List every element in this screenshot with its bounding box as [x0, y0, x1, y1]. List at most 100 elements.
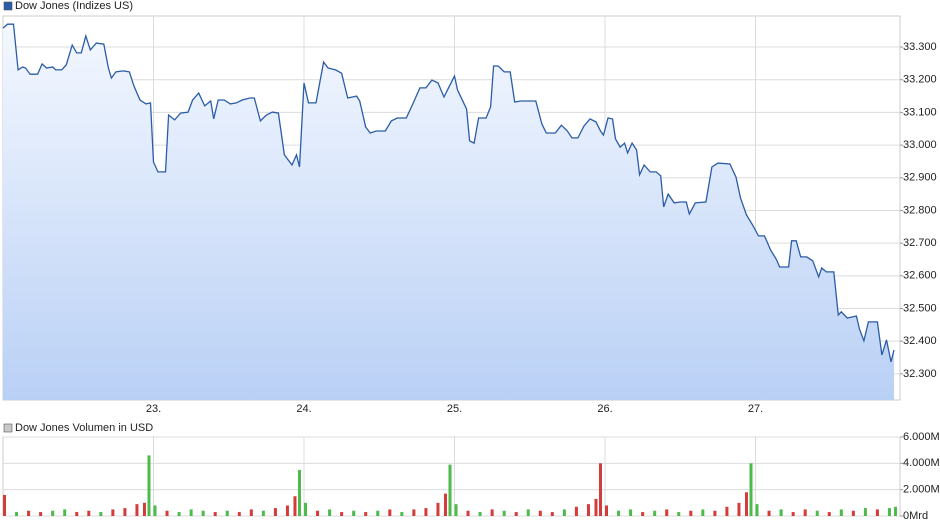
volume-bar: [376, 510, 380, 516]
y-tick-label: 33.200: [903, 74, 937, 86]
y-tick-label: 33.300: [903, 41, 937, 53]
volume-bar: [142, 502, 146, 516]
y-tick-label: 32.300: [903, 368, 937, 380]
volume-bar: [755, 504, 759, 516]
x-tick-label: 23.: [146, 403, 161, 415]
volume-bar: [526, 509, 530, 516]
y-tick-label: 32.700: [903, 237, 937, 249]
volume-bar: [629, 509, 633, 516]
volume-bar: [364, 512, 368, 516]
y-tick-label: 4.000Mr: [903, 457, 940, 469]
volume-bar: [767, 510, 771, 516]
volume-bar: [490, 509, 494, 516]
volume-bar: [75, 512, 79, 516]
y-tick-label: 0Mrd: [903, 510, 928, 522]
volume-bar: [701, 509, 705, 516]
volume-bar: [225, 510, 229, 516]
volume-bar: [538, 510, 542, 516]
volume-bar: [293, 496, 297, 516]
volume-bar: [617, 510, 621, 516]
volume-bar: [448, 464, 452, 516]
volume-bar: [27, 510, 31, 516]
x-tick-label: 25.: [447, 403, 462, 415]
area-fill: [3, 24, 894, 400]
y-tick-label: 32.600: [903, 270, 937, 282]
volume-bar: [237, 512, 241, 516]
x-tick-label: 24.: [296, 403, 311, 415]
y-tick-label: 33.100: [903, 106, 937, 118]
volume-bar: [586, 504, 590, 516]
chart-title: Dow Jones Volumen in USD: [15, 422, 153, 434]
volume-bar: [713, 510, 717, 516]
chart-title: Dow Jones (Indizes US): [15, 0, 133, 12]
volume-bar: [189, 509, 193, 516]
volume-bar: [893, 506, 897, 516]
volume-bar: [213, 512, 217, 516]
volume-bar: [165, 510, 169, 516]
volume-bar: [803, 509, 807, 516]
volume-bar: [39, 512, 43, 516]
volume-bar: [443, 493, 447, 516]
volume-bar: [177, 512, 181, 516]
volume-bar: [352, 510, 356, 516]
y-tick-label: 6.000Mr: [903, 431, 940, 443]
volume-bar: [123, 508, 127, 516]
volume-bar: [201, 510, 205, 516]
price-line: [2, 23, 895, 362]
volume-bar: [436, 502, 440, 516]
volume-bar: [261, 510, 265, 516]
x-tick-label: 26.: [597, 403, 612, 415]
volume-bar: [791, 512, 795, 516]
volume-bar: [424, 508, 428, 516]
volume-bar: [887, 508, 891, 516]
volume-bar: [412, 509, 416, 516]
volume-bar: [51, 510, 55, 516]
volume-bar: [502, 510, 506, 516]
volume-bar: [875, 509, 879, 516]
volume-bar: [147, 455, 151, 516]
volume-bar: [63, 509, 67, 516]
volume-bar: [297, 469, 301, 516]
volume-bar: [466, 510, 470, 516]
volume-bar: [641, 512, 645, 516]
volume-bar: [605, 505, 609, 516]
volume-bar: [827, 512, 831, 516]
volume-bar: [454, 504, 458, 516]
volume-bar: [285, 505, 289, 516]
volume-bar: [815, 510, 819, 516]
volume-bar: [598, 463, 602, 516]
volume-bar: [725, 506, 729, 516]
volume-bar: [562, 509, 566, 516]
volume-bar: [689, 510, 693, 516]
y-tick-label: 32.500: [903, 302, 937, 314]
volume-bar: [839, 509, 843, 516]
volume-bar: [514, 512, 518, 516]
volume-bar: [594, 498, 598, 516]
x-tick-label: 27.: [748, 403, 763, 415]
volume-bar: [316, 510, 320, 516]
volume-bar: [135, 504, 139, 516]
volume-bar: [249, 509, 253, 516]
y-tick-label: 32.400: [903, 335, 937, 347]
volume-bar: [87, 510, 91, 516]
volume-bar: [749, 463, 753, 516]
volume-bar: [677, 512, 681, 516]
volume-bar: [653, 510, 657, 516]
volume-bar: [99, 512, 103, 516]
y-tick-label: 32.900: [903, 172, 937, 184]
volume-bar: [15, 512, 19, 516]
volume-bar: [273, 508, 277, 516]
legend-swatch: [3, 423, 13, 433]
volume-bar: [3, 494, 7, 516]
volume-bar: [111, 509, 115, 516]
volume-bar: [340, 512, 344, 516]
y-tick-label: 2.000Mr: [903, 484, 940, 496]
volume-bar: [779, 509, 783, 516]
y-tick-label: 32.800: [903, 204, 937, 216]
volume-bar: [478, 512, 482, 516]
volume-bar: [328, 509, 332, 516]
volume-bar: [304, 502, 308, 516]
volume-bar: [153, 505, 157, 516]
legend-swatch: [3, 1, 13, 11]
